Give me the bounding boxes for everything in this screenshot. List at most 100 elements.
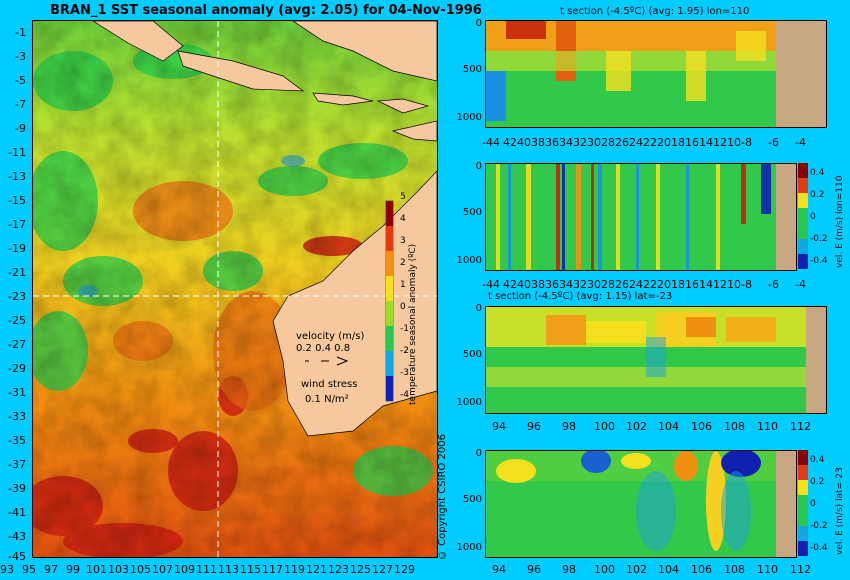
panel2-colorbar [798, 163, 808, 269]
panel3-x-axis: 94 96 98 100 102 104 106 108 110 112 [492, 420, 832, 434]
lat-tick: -5 [15, 74, 26, 87]
x-tick: 16 [685, 278, 699, 291]
wind-stress-label: wind stress [301, 379, 358, 390]
x-tick: 110 [757, 563, 778, 576]
x-tick: 26 [615, 136, 629, 149]
x-tick: 28 [601, 278, 615, 291]
x-tick: 102 [626, 563, 647, 576]
x-tick: 20 [657, 278, 671, 291]
panel1-x-axis: -44 42 40 38 36 34 32 30 28 26 24 22 20 … [482, 136, 832, 150]
lon-tick: 125 [350, 563, 371, 576]
lat-tick: -23 [8, 290, 26, 303]
x-tick: 106 [691, 420, 712, 433]
cb-tick: 0.2 [810, 477, 825, 487]
lat-tick: -1 [15, 26, 26, 39]
x-tick: -4 [795, 136, 806, 149]
lon-tick: 129 [394, 563, 415, 576]
lat-tick: -11 [8, 146, 26, 159]
panel4-colorbar-canvas [798, 450, 808, 556]
lon-tick: 113 [218, 563, 239, 576]
x-tick: 14 [699, 278, 713, 291]
cb-tick: 0.2 [810, 190, 825, 200]
velocity-scale-arrows [305, 356, 349, 366]
lon-tick: 127 [372, 563, 393, 576]
x-tick: 28 [601, 136, 615, 149]
x-tick: 94 [492, 420, 506, 433]
cb-tick: 0 [810, 499, 816, 509]
lat-tick: -33 [8, 410, 26, 423]
t-section-lat-23-plot [485, 306, 827, 414]
y-tick: 0 [475, 161, 482, 172]
x-tick: 42 [503, 278, 517, 291]
x-tick: 18 [671, 136, 685, 149]
velocity-legend-scale: 0.2 0.4 0.8 [296, 343, 351, 354]
panel1-title: t section (-4.5ºC) (avg: 1.95) lon=110 [560, 6, 750, 17]
lat-tick: -45 [8, 550, 26, 563]
panel2-canvas [486, 164, 796, 270]
x-tick: 36 [545, 136, 559, 149]
panel2-colorbar-canvas [798, 163, 808, 269]
lon-tick: 95 [22, 563, 36, 576]
x-tick: 104 [658, 563, 679, 576]
cb-tick: -0.2 [810, 521, 828, 531]
cb-tick: 3 [400, 236, 406, 246]
lon-tick: 121 [306, 563, 327, 576]
cb-tick: -0.4 [810, 543, 828, 553]
x-tick: -44 [482, 278, 500, 291]
lon-tick: 115 [240, 563, 261, 576]
x-tick: 96 [527, 563, 541, 576]
x-tick: -6 [768, 278, 779, 291]
y-tick: 1000 [456, 397, 482, 408]
lon-tick: 105 [130, 563, 151, 576]
velocity-legend-label: velocity (m/s) [296, 331, 365, 342]
panel4-colorbar [798, 450, 808, 556]
y-tick: 500 [462, 207, 482, 218]
x-tick: 104 [658, 420, 679, 433]
x-tick: 34 [559, 136, 573, 149]
x-tick: -4 [795, 278, 806, 291]
y-tick: 1000 [456, 542, 482, 553]
x-tick: 106 [691, 563, 712, 576]
x-tick: 108 [724, 420, 745, 433]
cb-tick: 1 [400, 280, 406, 290]
x-tick: 12 [713, 278, 727, 291]
lat-tick: -13 [8, 170, 26, 183]
x-tick: 98 [562, 420, 576, 433]
wind-stress-scale: 0.1 N/m² [305, 394, 349, 405]
lon-tick: 93 [0, 563, 14, 576]
lat-tick: -19 [8, 242, 26, 255]
cb-tick: 5 [400, 192, 406, 202]
x-tick: 110 [757, 420, 778, 433]
x-tick: 18 [671, 278, 685, 291]
panel3-title: t section (-4.5ºC) (avg: 1.15) lat=-23 [488, 291, 673, 302]
x-tick: 100 [594, 420, 615, 433]
x-tick: 10 [727, 278, 741, 291]
x-tick: 112 [790, 420, 811, 433]
x-tick: 96 [527, 420, 541, 433]
lat-tick: -17 [8, 218, 26, 231]
lat-tick: -43 [8, 530, 26, 543]
x-tick: 42 [503, 136, 517, 149]
panel4-canvas [486, 451, 796, 557]
y-tick: 500 [462, 64, 482, 75]
x-tick: -8 [741, 136, 752, 149]
lon-tick: 99 [66, 563, 80, 576]
y-tick: 1000 [456, 255, 482, 266]
copyright-notice: © Copyright CSIRO 2006 [437, 434, 448, 560]
sst-anomaly-map [32, 20, 438, 558]
x-tick: 30 [587, 278, 601, 291]
sst-colorbar [386, 201, 393, 401]
cb-tick: 0.4 [810, 168, 825, 178]
x-tick: 12 [713, 136, 727, 149]
x-tick: 24 [629, 278, 643, 291]
lon-tick: 101 [86, 563, 107, 576]
panel2-colorbar-label: vel. E (m/s) lon=110 [835, 175, 845, 268]
x-tick: 38 [531, 136, 545, 149]
lat-tick: -39 [8, 482, 26, 495]
lat-tick: -27 [8, 338, 26, 351]
cb-tick: -1 [400, 324, 409, 334]
x-tick: 22 [643, 278, 657, 291]
lon-tick: 119 [284, 563, 305, 576]
x-tick: 98 [562, 563, 576, 576]
t-section-lon110-plot [485, 20, 827, 128]
